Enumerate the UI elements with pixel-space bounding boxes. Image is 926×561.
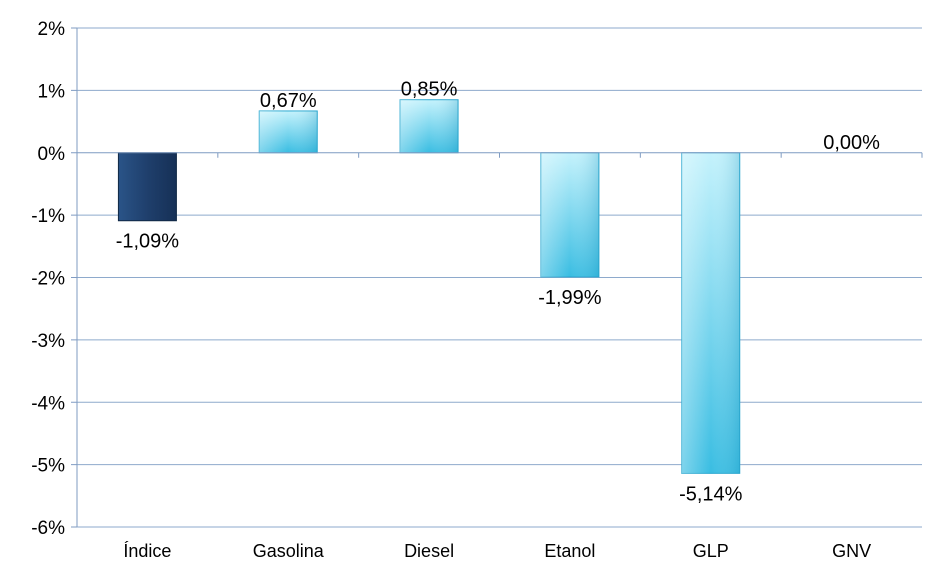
bar-sheen — [681, 152, 740, 474]
bar-etanol — [540, 152, 600, 278]
data-label: -1,09% — [116, 231, 180, 253]
bar-glp — [681, 152, 741, 474]
bars — [117, 99, 741, 474]
y-tick-label: -5% — [31, 456, 65, 477]
bar-sheen — [259, 110, 318, 153]
y-tick-label: 2% — [38, 19, 66, 40]
y-tick-label: 1% — [38, 81, 66, 102]
data-label: 0,00% — [823, 132, 880, 154]
data-label: 0,85% — [401, 79, 458, 101]
axes — [71, 27, 923, 528]
bar-diesel — [399, 99, 459, 154]
x-category-label: Etanol — [544, 541, 595, 561]
x-category-label: GNV — [832, 541, 871, 561]
y-tick-label: -4% — [31, 393, 65, 414]
data-label: 0,67% — [260, 90, 317, 112]
data-label: -1,99% — [538, 287, 602, 309]
bar-índice — [117, 152, 177, 222]
x-category-label: Índice — [123, 541, 171, 561]
bar — [117, 152, 177, 222]
y-tick-label: -6% — [31, 518, 65, 539]
bar-gasolina — [258, 110, 318, 154]
gridlines — [77, 27, 922, 528]
x-category-label: Gasolina — [253, 541, 325, 561]
data-label: -5,14% — [679, 483, 743, 505]
y-tick-label: 0% — [38, 144, 66, 165]
x-category-label: Diesel — [404, 541, 454, 561]
y-tick-label: -3% — [31, 331, 65, 352]
bar-sheen — [540, 152, 599, 277]
bar-sheen — [400, 99, 459, 153]
y-tick-label: -1% — [31, 206, 65, 227]
y-tick-label: -2% — [31, 269, 65, 290]
labels: 2% 1% 0% -1% -2% -3% -4% -5% -6% -1,09% Índice 0,67… — [31, 19, 880, 561]
x-category-label: GLP — [693, 541, 729, 561]
